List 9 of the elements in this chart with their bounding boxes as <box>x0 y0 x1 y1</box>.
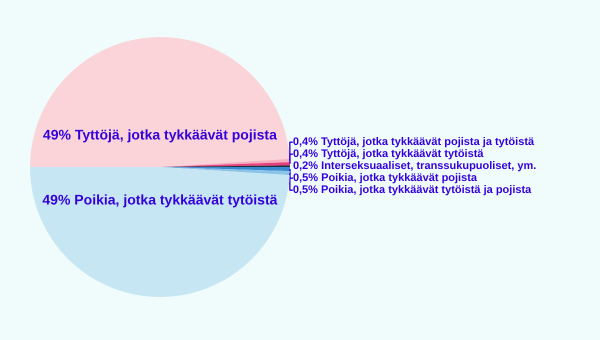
pie-slice <box>30 37 290 167</box>
slice-label: 0,2% Interseksuaaliset, transsukupuoliset, ym. <box>292 160 536 172</box>
slice-label: 49% Poikia, jotka tykkäävät tytöistä <box>42 192 278 208</box>
slice-label: 0,4% Tyttöjä, jotka tykkäävät tytöistä <box>292 148 484 160</box>
slice-label: 0,4% Tyttöjä, jotka tykkäävät pojista ja tytöistä <box>292 136 535 148</box>
slice-label: 49% Tyttöjä, jotka tykkäävät pojista <box>42 126 278 142</box>
slice-label: 0,5% Poikia, jotka tykkäävät tytöistä ja pojista <box>292 184 532 196</box>
pie-slice <box>30 167 290 297</box>
slice-label: 0,5% Poikia, jotka tykkäävät pojista <box>292 172 478 184</box>
